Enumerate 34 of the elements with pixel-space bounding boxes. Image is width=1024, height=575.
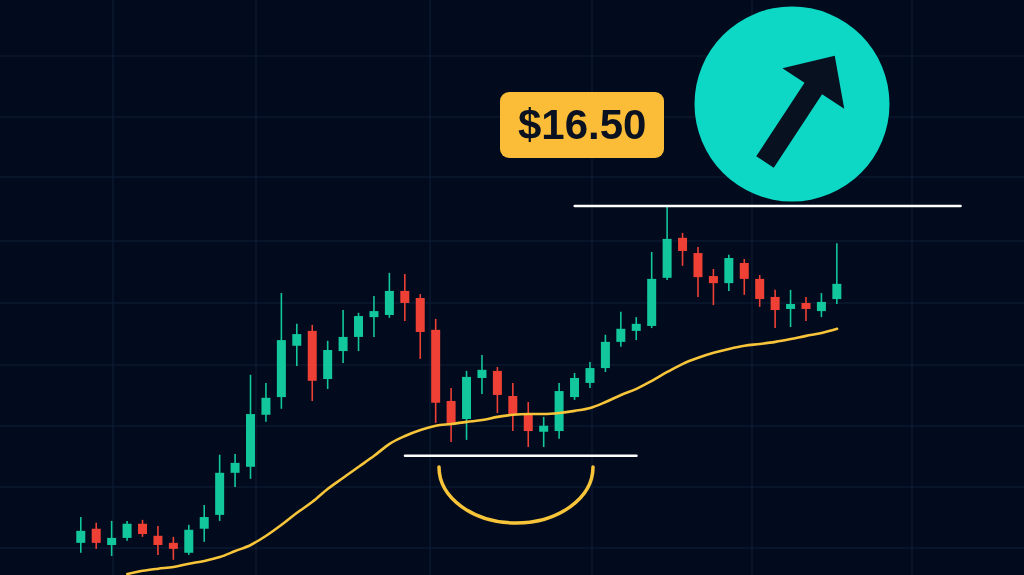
candlestick [585,361,595,389]
candlestick [616,311,626,348]
candlestick [184,524,194,556]
candlestick [508,382,518,432]
candlestick [199,504,209,543]
candlestick [153,525,163,556]
candlestick [678,232,688,267]
candlestick [107,520,117,557]
candlestick [168,536,178,561]
candlestick [523,401,533,448]
candlestick [446,387,456,443]
candlestick [832,242,842,305]
candlestick [770,289,780,329]
candlestick [631,316,641,341]
candlestick [400,273,410,322]
candlestick [539,416,549,448]
candlestick [292,323,302,367]
candlestick [261,382,271,423]
candlestick [354,312,364,352]
candlestick [230,453,240,488]
candlestick [570,372,580,401]
candlestick [369,295,379,338]
candlestick [708,268,718,306]
candlestick [477,354,487,395]
candlestick [816,292,826,318]
candlestick [122,520,132,542]
candlestick [739,258,749,296]
candlestick [786,289,796,328]
candlestick [801,296,811,322]
text: $16.50 [500,92,665,158]
candlestick [91,521,101,550]
candlestick [76,516,86,554]
candlestick [755,274,765,308]
candlestick [338,309,348,364]
